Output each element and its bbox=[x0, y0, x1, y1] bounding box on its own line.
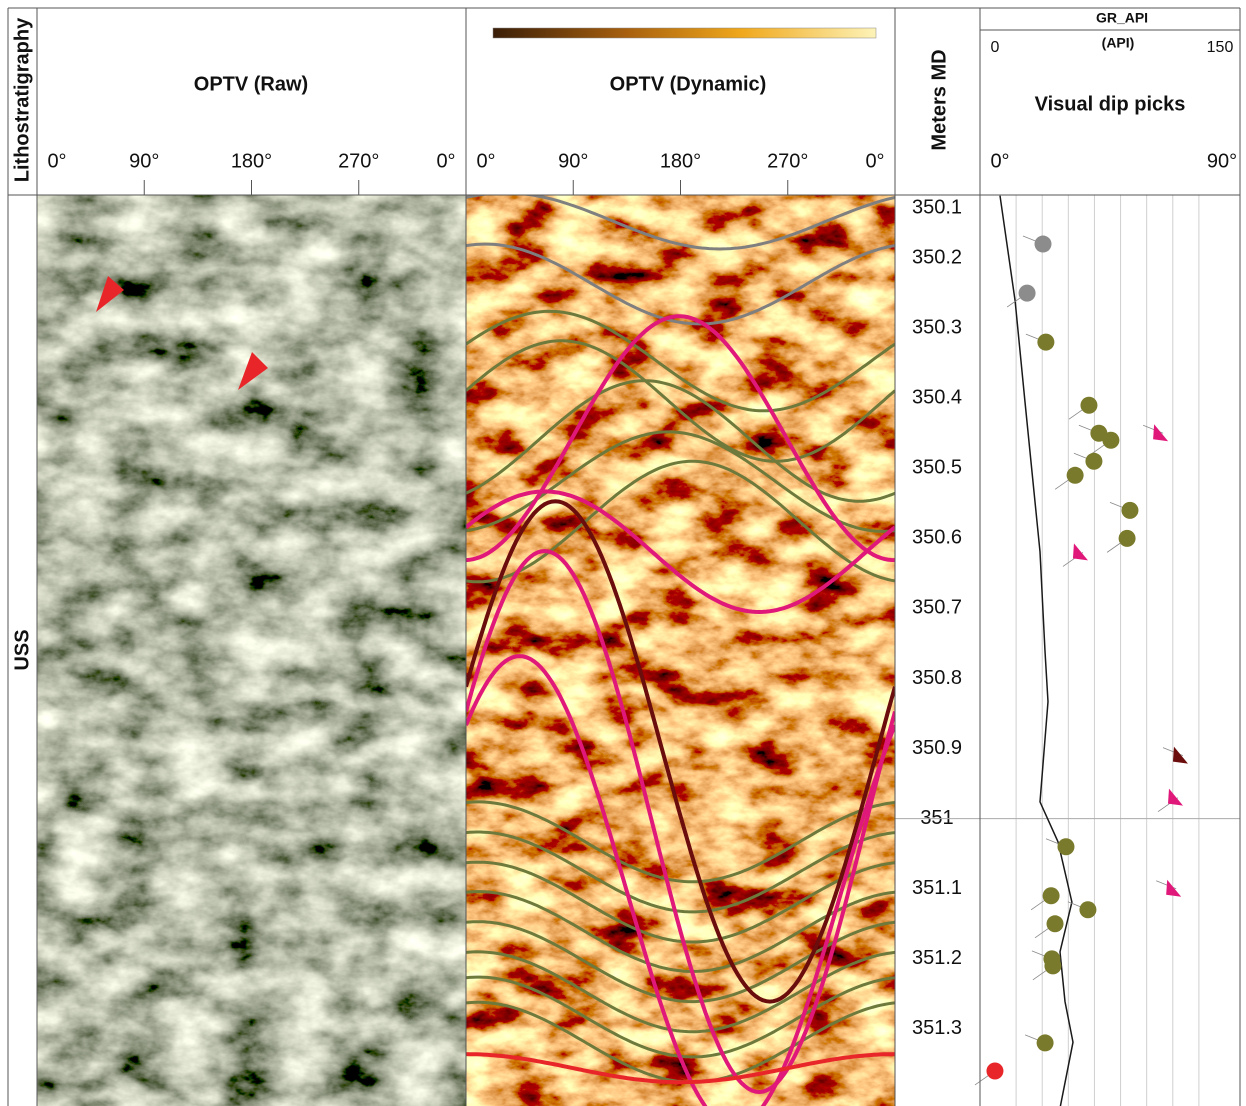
depth-label: 351.3 bbox=[912, 1017, 962, 1039]
sinusoid bbox=[466, 195, 895, 251]
x-tick-label: 0° bbox=[476, 150, 495, 172]
sinusoid bbox=[466, 459, 895, 584]
color-bar bbox=[492, 27, 877, 39]
depth-label: 350.3 bbox=[912, 316, 962, 338]
track-title: Meters MD bbox=[928, 49, 950, 150]
x-tick-label: 0° bbox=[436, 150, 455, 172]
x-tick-label: 90° bbox=[558, 150, 588, 172]
dip-pick bbox=[1172, 746, 1188, 764]
depth-label: 350.5 bbox=[912, 457, 962, 479]
depth-label: 351 bbox=[920, 807, 953, 829]
depth-label: 350.1 bbox=[912, 196, 962, 218]
gr-tick-label: 0 bbox=[991, 39, 1000, 56]
plot-layer: 0° 90° 180° 270° 0° 0° 90° 180° 270° 0° 350.1 350.2… bbox=[36, 39, 1240, 1106]
dip-pick bbox=[1168, 788, 1183, 806]
depth-label: 350.7 bbox=[912, 597, 962, 619]
dip-pick bbox=[1079, 901, 1097, 919]
x-tick-label: 0° bbox=[990, 150, 1009, 172]
dip-pick bbox=[1102, 431, 1120, 449]
track-title: Lithostratigraphy bbox=[11, 17, 33, 182]
sinusoid bbox=[466, 830, 895, 914]
dip-pick bbox=[1085, 452, 1103, 470]
x-tick-label: 0° bbox=[865, 150, 884, 172]
depth-label: 350.2 bbox=[912, 246, 962, 268]
curve-unit: (API) bbox=[1102, 35, 1135, 51]
frame bbox=[7, 7, 1241, 1106]
dip-pick bbox=[1044, 957, 1062, 975]
depth-label: 350.6 bbox=[912, 527, 962, 549]
sinusoid bbox=[466, 489, 895, 615]
dip-pick bbox=[1034, 235, 1052, 253]
dip-pick bbox=[1166, 879, 1182, 897]
sinusoid bbox=[466, 339, 895, 463]
sinusoid bbox=[466, 1052, 895, 1085]
x-tick-label: 270° bbox=[338, 150, 379, 172]
sinusoid bbox=[466, 860, 895, 944]
dip-pick bbox=[1018, 284, 1036, 302]
dip-pick bbox=[1037, 333, 1055, 351]
dip-pick bbox=[1153, 424, 1169, 442]
dip-pick bbox=[1057, 838, 1075, 856]
dip-pick bbox=[1080, 396, 1098, 414]
x-tick-label: 90° bbox=[1207, 150, 1237, 172]
depth-label: 350.8 bbox=[912, 667, 962, 689]
x-tick-label: 180° bbox=[660, 150, 701, 172]
sinusoid bbox=[466, 890, 895, 973]
annotation-arrow bbox=[96, 276, 124, 312]
depth-label: 350.4 bbox=[912, 387, 962, 409]
dip-pick bbox=[1072, 543, 1088, 561]
depth-label: 351.1 bbox=[912, 877, 962, 899]
depth-label: 350.9 bbox=[912, 737, 962, 759]
dip-pick bbox=[1046, 915, 1064, 933]
sinusoid bbox=[466, 309, 895, 413]
annotation-arrow bbox=[238, 352, 268, 390]
curve-title: GR_API bbox=[1096, 10, 1148, 26]
sinusoid-group bbox=[466, 195, 895, 1106]
sinusoid bbox=[466, 379, 895, 503]
sinusoid bbox=[466, 242, 895, 326]
track-title: Visual dip picks bbox=[1035, 93, 1186, 115]
x-tick-label: 0° bbox=[47, 150, 66, 172]
sinusoid bbox=[466, 499, 895, 1004]
dip-pick bbox=[1036, 1034, 1054, 1052]
gr-tick-label: 150 bbox=[1207, 39, 1234, 56]
dip-pick bbox=[1042, 887, 1060, 905]
dip-pick bbox=[1121, 501, 1139, 519]
raw-image bbox=[37, 195, 466, 1106]
unit-label: USS bbox=[11, 629, 33, 670]
sinusoid bbox=[466, 800, 895, 884]
x-tick-label: 180° bbox=[231, 150, 272, 172]
dip-pick bbox=[1066, 466, 1084, 484]
depth-label: 351.2 bbox=[912, 947, 962, 969]
x-tick-label: 270° bbox=[767, 150, 808, 172]
sinusoid bbox=[466, 314, 895, 563]
sinusoid bbox=[466, 548, 895, 1095]
dip-pick bbox=[986, 1062, 1004, 1080]
track-title: OPTV (Raw) bbox=[194, 73, 308, 95]
sinusoid bbox=[466, 654, 895, 1106]
track-title: OPTV (Dynamic) bbox=[610, 73, 767, 95]
x-tick-label: 90° bbox=[129, 150, 159, 172]
dip-pick bbox=[1118, 529, 1136, 547]
gr-curve bbox=[999, 195, 1074, 1106]
